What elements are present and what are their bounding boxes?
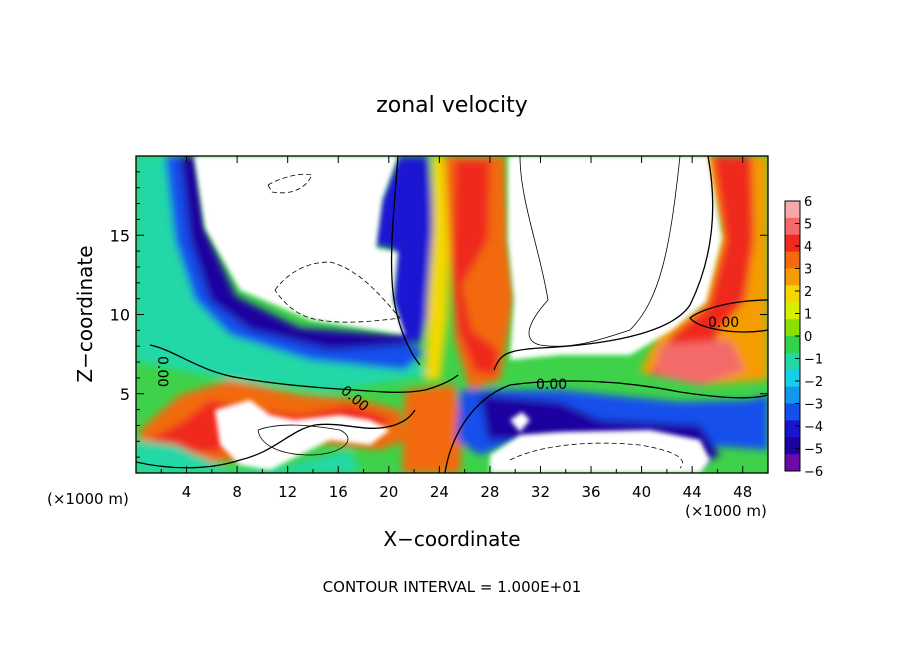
colorbar-swatch [785,437,800,455]
x-tick-label: 4 [182,483,192,501]
field-blob-left-cyan [136,156,430,392]
colorbar-tick-label: −4 [804,420,823,435]
field-blob-left-navy [180,156,410,350]
colorbar-swatch [785,234,800,253]
x-tick-label: 28 [480,483,499,501]
colorbar-swatch [785,420,800,438]
contour-dashed-upper [267,173,313,194]
x-tick-label: 12 [278,483,297,501]
y-axis-label: Z−coordinate [73,245,97,382]
colorbar-swatch [785,454,800,472]
field-white-upper-right [508,156,722,360]
x-tick-label: 40 [632,483,651,501]
plot-area: 0.00 0.00 0.00 0.00 [136,156,768,473]
colorbar-tick-label: −5 [804,443,823,458]
x-tick-label: 16 [329,483,348,501]
contour-thin-center [519,156,681,347]
colorbar-tick-label: 2 [804,285,812,300]
field-white-lower-mid [490,430,710,473]
chart-title: zonal velocity [376,93,528,118]
colorbar-swatch [785,217,800,236]
colorbar-tick-label: −2 [804,375,823,390]
x-axis-label: X−coordinate [383,527,520,551]
colorbar-tick-label: −3 [804,398,823,413]
field-white-lower-left [215,400,390,470]
colorbar-swatch [785,268,800,286]
contour-zero-right-loop [689,299,768,333]
x-tick-label: 32 [531,483,550,501]
colorbar-tick-label: −6 [804,465,823,480]
contour-interval-note: CONTOUR INTERVAL = 1.000E+01 [323,578,582,596]
contour-zero-wave [149,344,459,393]
colorbar-swatch [785,302,800,320]
contour-dashed-mid [274,261,401,323]
x-tick-label: 48 [733,483,752,501]
field-blob-left-blue [165,156,425,370]
y-tick-label: 15 [110,226,130,245]
contour-label-center: 0.00 [536,377,567,393]
contour-thin-lower-left [257,424,349,456]
colorbar-tick-label: 5 [804,218,812,233]
field-blob-right-pink [655,340,745,385]
x-tick-label: 8 [232,483,242,501]
contour-zero-blue-col [390,156,421,366]
colorbar: 6 5 4 3 2 1 0 −1 −2 −3 −4 −5 −6 [784,195,823,480]
colorbar-swatch [785,369,800,388]
field-blob-column-orange [402,385,462,473]
field-blob-bottom-cyan [136,440,360,473]
colorbar-swatch [785,285,800,303]
field-white-upper-left [194,156,405,335]
colorbar-swatch [785,319,800,337]
colorbar-tick-label: 0 [804,330,812,345]
colorbar-tick-label: −1 [804,353,823,368]
y-tick-label: 10 [110,306,130,325]
colorbar-swatch [785,251,800,269]
colorbar-tick-label: 4 [804,240,812,255]
contour-zero-right [493,156,714,371]
contour-zero-lower-right [444,380,768,473]
colorbar-swatch [785,352,800,371]
field-blob-center-red [452,160,498,375]
contour-label-far-left: 0.00 [154,356,170,387]
colorbar-tick-label: 6 [804,195,812,210]
field-white-small-spot [510,412,530,432]
x-tick-label: 20 [379,483,398,501]
colorbar-swatch [785,336,800,354]
x-tick-label: 24 [430,483,449,501]
colorbar-swatch [785,403,800,421]
x-axis: 4 8 12 16 20 24 28 32 36 40 44 48 [160,156,752,501]
field-blob-right-red [650,156,754,380]
contour-zero-left [136,409,416,469]
colorbar-tick-label: 1 [804,308,812,323]
field-blob-upper-yellow [425,156,450,380]
contour-thin-lines [257,156,681,456]
x-unit-right: (×1000 m) [685,502,767,520]
y-axis: 5 10 15 [110,171,768,458]
contour-label-right: 0.00 [708,315,739,331]
field-blob-upper-blue [372,156,436,345]
colorbar-swatch [785,201,800,219]
colorbar-tick-label: 3 [804,263,812,278]
x-tick-label: 44 [683,483,702,501]
y-tick-label: 5 [120,385,130,404]
x-tick-label: 36 [581,483,600,501]
contour-lines [136,156,768,473]
colorbar-swatch [785,386,800,404]
x-unit-left: (×1000 m) [47,490,129,508]
contour-dashed-lines [267,173,683,469]
